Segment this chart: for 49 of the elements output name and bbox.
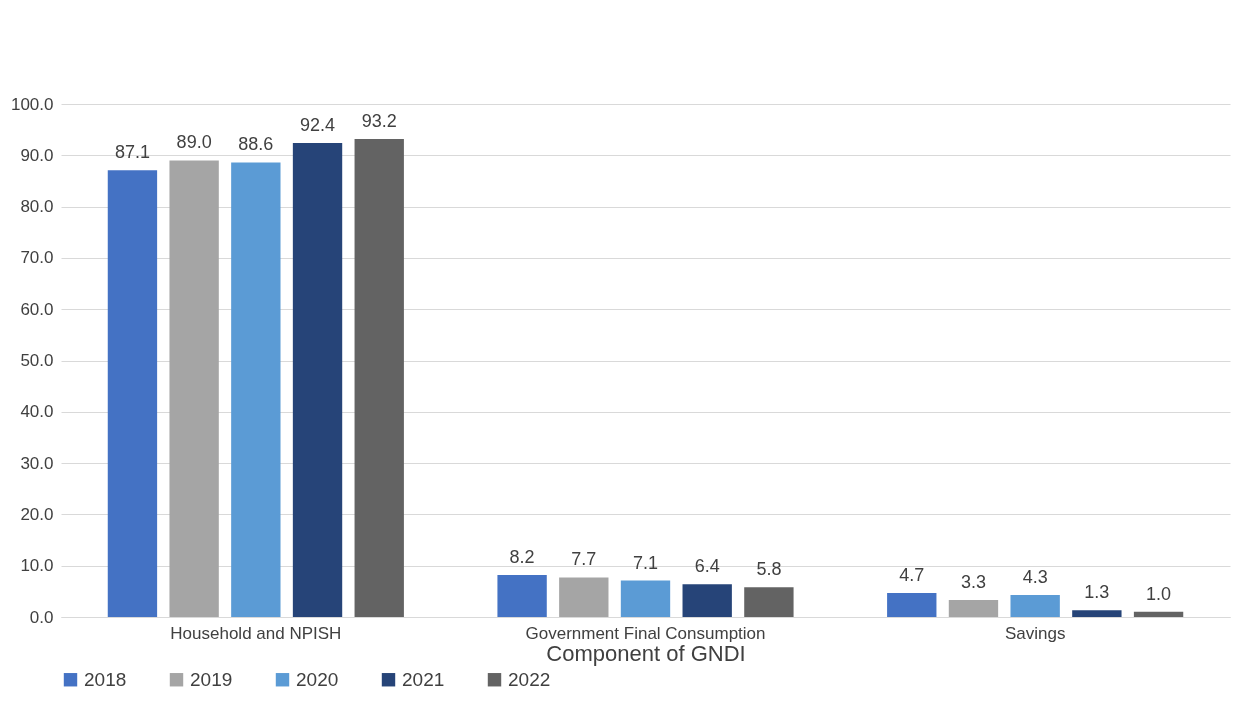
data-label: 7.7 (571, 549, 597, 570)
y-tick-label: 30.0 (20, 453, 54, 473)
legend-label: 2019 (190, 668, 233, 690)
bar (620, 580, 671, 617)
data-label: 8.2 (509, 546, 535, 567)
data-label: 87.1 (114, 142, 150, 163)
data-label: 5.8 (756, 559, 782, 580)
data-label: 7.1 (632, 552, 659, 573)
y-tick-label: 0.0 (29, 607, 54, 627)
bar (169, 160, 219, 617)
bar (682, 584, 732, 617)
y-tick-label: 90.0 (20, 145, 54, 165)
bar (1133, 611, 1184, 617)
bar (887, 592, 937, 617)
data-label: 6.4 (694, 556, 720, 577)
y-tick-label: 10.0 (20, 556, 54, 576)
y-tick-label: 70.0 (20, 248, 54, 268)
bar (354, 138, 404, 617)
data-label: 93.2 (361, 110, 397, 131)
y-tick-label: 60.0 (20, 299, 54, 319)
legend-label: 2022 (508, 668, 551, 690)
y-tick-label: 50.0 (20, 351, 54, 370)
bar (559, 577, 609, 617)
data-label: 3.3 (960, 572, 986, 593)
data-label: 1.3 (1084, 582, 1110, 603)
x-tick-label: Savings (1004, 623, 1066, 643)
bar (1072, 610, 1122, 617)
bar (1010, 594, 1060, 617)
x-tick-label: Government Final Consumption (525, 623, 766, 643)
y-tick-label: 80.0 (20, 197, 54, 217)
bar (744, 587, 794, 617)
data-label: 89.0 (176, 132, 212, 153)
data-label: 92.4 (300, 114, 336, 135)
y-tick-label: 100.0 (10, 94, 54, 114)
y-tick-label: 20.0 (20, 504, 54, 524)
legend-label: 2021 (402, 668, 445, 690)
bar (231, 162, 281, 617)
data-label: 4.7 (899, 564, 925, 585)
bar (107, 170, 158, 617)
legend-label: 2020 (296, 668, 339, 690)
bar (292, 142, 343, 617)
y-tick-label: 40.0 (20, 402, 54, 422)
data-label: 88.6 (238, 134, 274, 155)
data-label: 1.0 (1146, 583, 1172, 604)
x-tick-label: Household and NPISH (170, 623, 342, 643)
bar (948, 600, 999, 617)
data-label: 4.3 (1022, 566, 1048, 587)
legend-label: 2018 (84, 668, 127, 690)
bar (497, 574, 547, 617)
